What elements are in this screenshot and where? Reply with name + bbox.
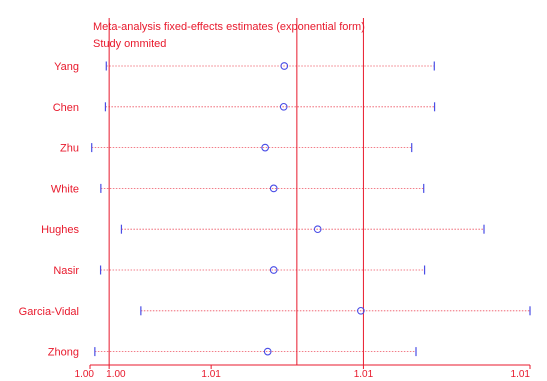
point-estimate-marker <box>357 306 365 315</box>
study-label: Zhong <box>48 347 79 359</box>
x-tick-label: 1.00 <box>106 369 126 380</box>
chart-title: Meta-analysis fixed-effects estimates (e… <box>93 21 365 33</box>
study-rows: Yang Chen Zhu White Hughes Nasir Garcia-Vidal Z… <box>19 61 531 359</box>
x-tick-label: 1.01 <box>201 369 221 380</box>
study-row: Zhong <box>48 347 417 359</box>
study-row: Yang <box>54 61 435 73</box>
study-label: Nasir <box>53 265 79 277</box>
study-label: White <box>51 183 79 195</box>
study-row: Chen <box>53 102 436 114</box>
study-label: Yang <box>54 61 79 73</box>
point-estimate-marker <box>263 347 272 356</box>
study-label: Zhu <box>60 143 79 155</box>
point-estimate-marker <box>269 266 278 274</box>
study-label: Hughes <box>41 224 79 236</box>
x-tick-label: 1.01 <box>511 369 531 380</box>
x-axis: 1.00 1.00 1.01 1.01 1.01 <box>75 364 531 380</box>
x-tick-label: 1.01 <box>354 369 374 380</box>
study-row: Nasir <box>53 265 426 277</box>
point-estimate-marker <box>279 102 288 111</box>
point-estimate-marker <box>280 62 289 70</box>
study-label: Garcia-Vidal <box>19 306 79 318</box>
study-row: Garcia-Vidal <box>19 306 531 318</box>
reference-lines <box>108 18 364 365</box>
point-estimate-marker <box>261 143 269 152</box>
x-tick-label: 1.00 <box>75 369 95 380</box>
point-estimate-marker <box>269 184 278 193</box>
point-estimate-marker <box>313 225 322 234</box>
study-row: White <box>51 183 425 195</box>
study-row: Hughes <box>41 224 485 236</box>
study-row: Zhu <box>60 143 413 155</box>
study-label: Chen <box>53 102 79 114</box>
chart-subtitle: Study ommited <box>93 38 166 50</box>
